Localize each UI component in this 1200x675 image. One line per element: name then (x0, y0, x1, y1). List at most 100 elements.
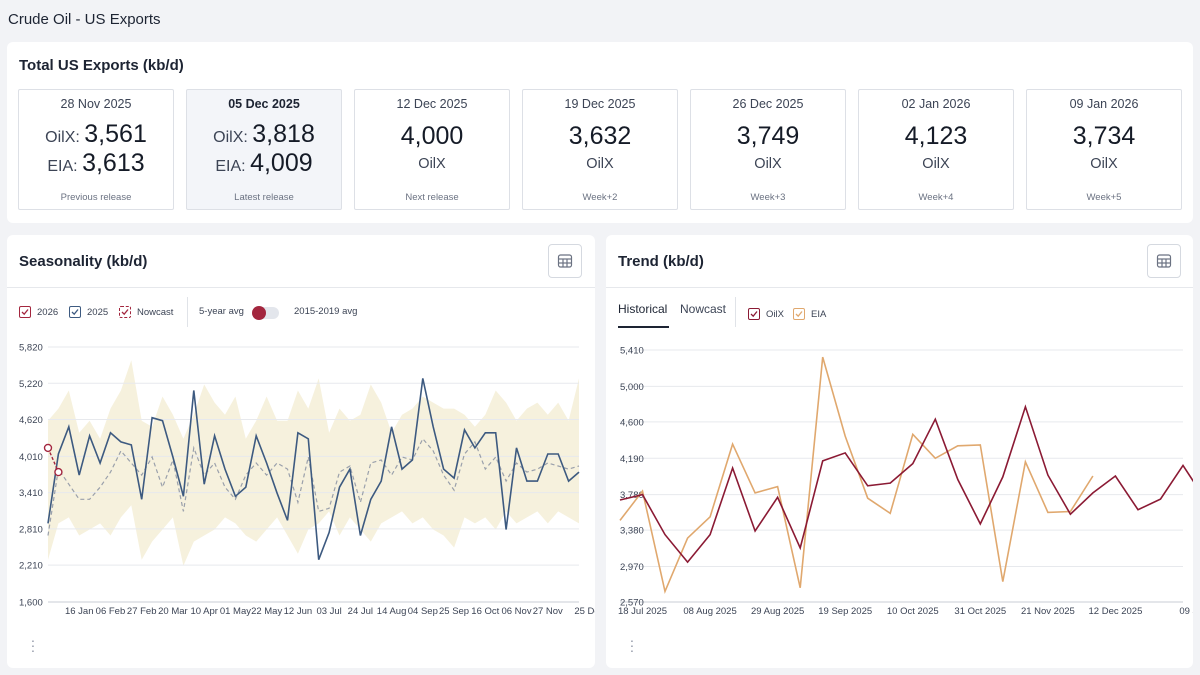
x-tick-label: 10 Oct 2025 (887, 606, 939, 617)
y-tick-label: 5,000 (620, 382, 644, 393)
card-footer: Week+5 (1086, 192, 1122, 203)
x-tick-label: 22 May (251, 606, 282, 617)
x-tick-label: 16 Jan (65, 606, 94, 617)
legend-label: 2026 (37, 306, 59, 318)
oilx-value: 3,818 (252, 120, 315, 148)
y-tick-label: 4,600 (620, 417, 644, 428)
legend-label: 2015-2019 avg (294, 306, 358, 317)
series-eia (619, 356, 1094, 595)
trend-panel: Trend (kb/d) Historical Nowcast OilX EIA… (606, 235, 1193, 668)
checkbox-icon (19, 306, 31, 318)
x-tick-label: 12 Jun (284, 606, 313, 617)
series-oilx (619, 404, 1193, 564)
y-tick-label: 4,190 (620, 454, 644, 465)
series-2026 (47, 447, 60, 473)
legend-range-avg: 2015-2019 avg (294, 306, 357, 317)
y-tick-label: 3,780 (620, 490, 644, 501)
total-exports-title: Total US Exports (kb/d) (19, 57, 184, 74)
trend-chart[interactable]: 5,410 5,000 4,600 4,190 3,780 3,380 2,970 2,570… (606, 330, 1193, 660)
legend-label: 5-year avg (199, 306, 244, 317)
card-date: 19 Dec 2025 (564, 97, 636, 111)
checkbox-icon (748, 308, 760, 320)
legend-label: EIA (811, 308, 827, 320)
y-tick-label: 5,220 (19, 379, 43, 390)
legend-nowcast[interactable]: Nowcast (119, 306, 173, 318)
avg-toggle[interactable] (252, 306, 279, 320)
legend-oilx[interactable]: OilX (748, 308, 784, 320)
checkbox-icon (119, 306, 131, 318)
card-footer: Week+2 (582, 192, 618, 203)
x-tick-label: 18 Jul 2025 (618, 606, 667, 617)
legend-2026[interactable]: 2026 (19, 306, 58, 318)
legend-separator (187, 297, 188, 327)
legend-label: OilX (766, 308, 784, 320)
legend-2025[interactable]: 2025 (69, 306, 108, 318)
y-tick-label: 2,810 (19, 524, 43, 535)
card-week-3[interactable]: 26 Dec 2025 3,749 OilX Week+3 (690, 89, 846, 210)
seasonality-table-button[interactable] (548, 244, 582, 278)
legend-5-year-avg: 5-year avg (199, 306, 244, 317)
oilx-label: OilX: (213, 129, 248, 146)
x-tick-label: 16 Oct (471, 606, 499, 617)
tab-nowcast[interactable]: Nowcast (680, 302, 727, 316)
trend-table-button[interactable] (1147, 244, 1181, 278)
card-source: OilX (586, 156, 614, 172)
x-tick-label: 04 Sep (408, 606, 438, 617)
total-exports-panel: Total US Exports (kb/d) 28 Nov 2025 OilX… (7, 42, 1193, 223)
card-value: 4,000 (400, 122, 464, 150)
range-band (48, 360, 579, 566)
x-tick-label: 31 Oct 2025 (954, 606, 1006, 617)
card-footer: Next release (405, 192, 459, 203)
seasonality-panel: Seasonality (kb/d) 2026 2025 Nowcast 5-y… (7, 235, 595, 668)
x-tick-label: 10 Apr (190, 606, 217, 617)
x-tick-label: 29 Aug 2025 (751, 606, 804, 617)
y-tick-label: 4,620 (19, 415, 43, 426)
card-source: OilX (754, 156, 782, 172)
toggle-knob (252, 306, 266, 320)
y-tick-label: 3,410 (19, 488, 43, 499)
card-value: 3,749 (736, 122, 800, 150)
x-tick-label: 21 Nov 2025 (1021, 606, 1075, 617)
x-tick-label: 19 Sep 2025 (818, 606, 872, 617)
card-date: 26 Dec 2025 (732, 97, 804, 111)
page-title: Crude Oil - US Exports (8, 11, 161, 28)
y-tick-label: 4,010 (19, 452, 43, 463)
tab-historical[interactable]: Historical (618, 302, 668, 316)
x-tick-label: 06 Feb (96, 606, 126, 617)
card-week-4[interactable]: 02 Jan 2026 4,123 OilX Week+4 (858, 89, 1014, 210)
checkbox-icon (793, 308, 805, 320)
card-footer: Latest release (234, 192, 294, 203)
y-tick-label: 2,570 (620, 598, 644, 609)
series-2025 (47, 378, 580, 560)
point-2026 (43, 443, 53, 453)
x-tick-label: 01 May (220, 606, 251, 617)
legend-eia[interactable]: EIA (793, 308, 826, 320)
card-latest-release[interactable]: 05 Dec 2025 OilX: 3,818 EIA: 4,009 Lates… (186, 89, 342, 210)
x-tick-label: 03 Jul (316, 606, 341, 617)
card-date: 09 Jan 2026 (1069, 97, 1139, 111)
card-footer: Week+3 (750, 192, 786, 203)
card-value: 4,123 (904, 122, 968, 150)
seasonality-title: Seasonality (kb/d) (19, 253, 148, 270)
card-next-release[interactable]: 12 Dec 2025 4,000 OilX Next release (354, 89, 510, 210)
tab-underline (618, 326, 669, 328)
more-options-icon[interactable]: · · · (30, 632, 36, 658)
legend-label: 2025 (87, 306, 109, 318)
point-2026 (54, 467, 63, 477)
card-previous-release[interactable]: 28 Nov 2025 OilX: 3,561 EIA: 3,613 Previ… (18, 89, 174, 210)
card-date: 02 Jan 2026 (901, 97, 971, 111)
x-tick-label: 12 Dec 2025 (1089, 606, 1143, 617)
trend-title: Trend (kb/d) (618, 253, 704, 270)
card-date: 28 Nov 2025 (60, 97, 132, 111)
y-tick-label: 2,210 (19, 561, 43, 572)
x-tick-label: 06 Nov (501, 606, 531, 617)
card-week-5[interactable]: 09 Jan 2026 3,734 OilX Week+5 (1026, 89, 1182, 210)
more-options-icon[interactable]: · · · (629, 632, 635, 658)
eia-value: 4,009 (250, 149, 313, 177)
card-week-2[interactable]: 19 Dec 2025 3,632 OilX Week+2 (522, 89, 678, 210)
x-tick-label: 08 Aug 2025 (683, 606, 736, 617)
seasonality-chart[interactable]: 5,820 5,220 4,620 4,010 3,410 2,810 2,210 1,600… (7, 330, 595, 660)
card-source: OilX (418, 156, 446, 172)
card-value: 3,734 (1072, 122, 1136, 150)
card-date: 05 Dec 2025 (228, 97, 300, 111)
